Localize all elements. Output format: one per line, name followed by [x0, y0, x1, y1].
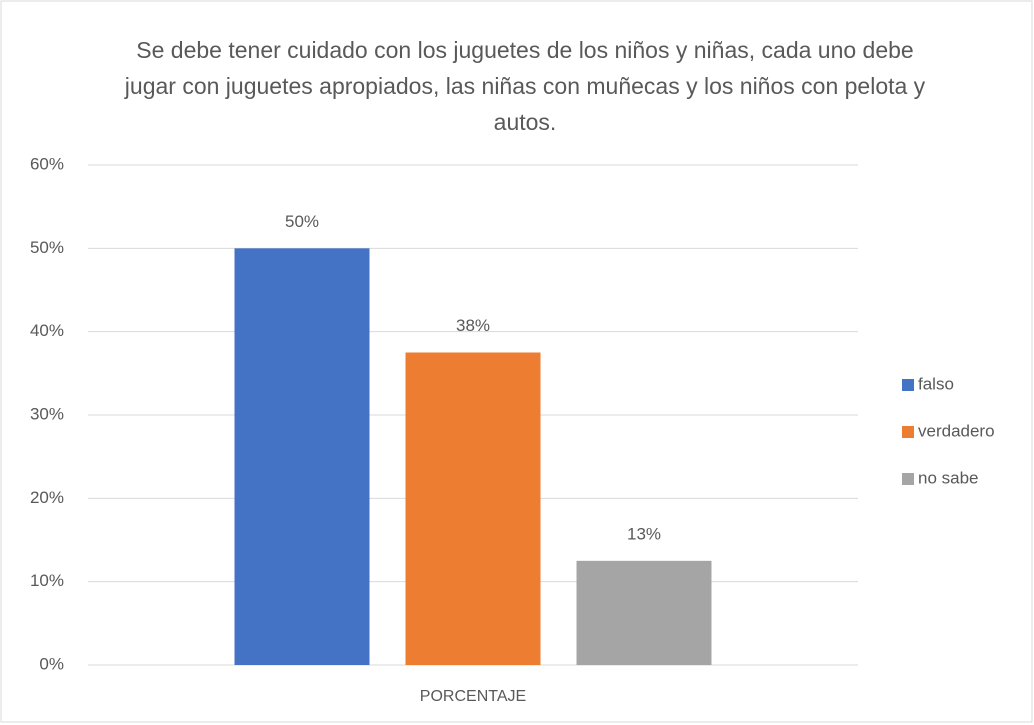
bar	[405, 352, 541, 665]
bar	[576, 560, 712, 665]
y-tick-label: 50%	[30, 238, 64, 257]
y-tick-label: 10%	[30, 571, 64, 590]
legend-swatch	[902, 426, 914, 438]
legend-swatch	[902, 473, 914, 485]
y-tick-label: 0%	[39, 654, 64, 673]
y-tick-label: 30%	[30, 404, 64, 423]
y-tick-label: 40%	[30, 321, 64, 340]
legend-label: verdadero	[918, 421, 995, 440]
legend-label: no sabe	[918, 468, 979, 487]
legend-swatch	[902, 379, 914, 391]
data-label: 13%	[627, 524, 661, 543]
x-tick-label: PORCENTAJE	[420, 688, 526, 705]
chart-title: Se debe tener cuidado con los juguetes d…	[124, 37, 926, 135]
data-label: 38%	[456, 316, 490, 335]
data-label: 50%	[285, 212, 319, 231]
y-tick-label: 20%	[30, 488, 64, 507]
legend-label: falso	[918, 374, 954, 393]
y-tick-label: 60%	[30, 154, 64, 173]
bar	[234, 248, 370, 666]
